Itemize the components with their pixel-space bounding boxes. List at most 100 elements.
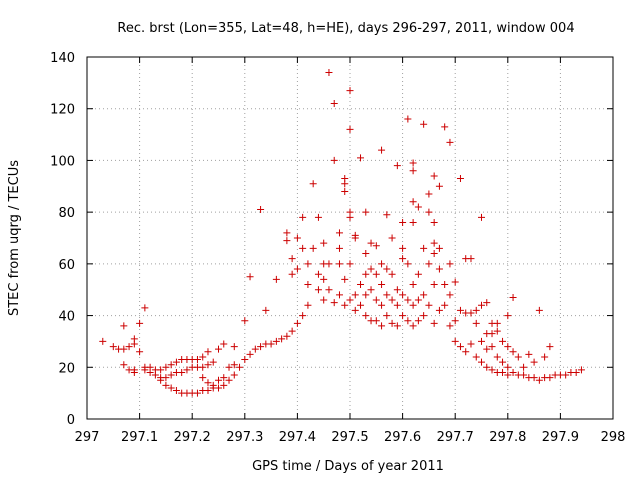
data-point <box>520 371 528 379</box>
data-point <box>562 371 570 379</box>
data-point <box>209 381 217 389</box>
data-point <box>509 293 517 301</box>
data-point <box>330 100 338 108</box>
data-point <box>357 281 365 289</box>
data-point <box>488 343 496 351</box>
data-point <box>399 291 407 299</box>
data-point <box>483 345 491 353</box>
data-point <box>172 387 180 395</box>
data-point <box>362 312 370 320</box>
data-point <box>435 265 443 273</box>
data-point <box>409 301 417 309</box>
data-point <box>146 368 154 376</box>
x-tick-label: 297.1 <box>121 430 158 445</box>
data-point <box>346 125 354 133</box>
x-tick-label: 297.5 <box>331 430 368 445</box>
data-point <box>178 368 186 376</box>
data-point <box>577 366 585 374</box>
data-point <box>130 368 138 376</box>
data-point <box>325 260 333 268</box>
data-point <box>378 146 386 154</box>
data-point <box>330 299 338 307</box>
data-point <box>199 374 207 382</box>
data-point <box>393 162 401 170</box>
y-tick-label: 60 <box>58 258 75 273</box>
y-tick-label: 20 <box>58 361 75 376</box>
data-point <box>162 363 170 371</box>
data-point <box>130 335 138 343</box>
data-point <box>215 345 222 353</box>
data-point <box>404 115 412 123</box>
data-point <box>372 296 380 304</box>
data-point <box>451 317 459 325</box>
data-point <box>451 337 459 345</box>
data-points <box>99 69 585 397</box>
data-point <box>241 356 249 364</box>
data-point <box>314 286 322 294</box>
data-point <box>335 229 343 237</box>
data-point <box>499 358 507 366</box>
data-point <box>514 353 522 361</box>
data-point <box>409 281 417 289</box>
data-point <box>441 301 449 309</box>
data-point <box>378 322 386 330</box>
data-point <box>493 319 501 327</box>
data-point <box>215 376 222 384</box>
data-point <box>183 366 191 374</box>
data-point <box>267 340 275 348</box>
data-point <box>225 363 233 371</box>
data-point <box>120 361 128 369</box>
data-point <box>414 270 422 278</box>
data-point <box>546 343 554 351</box>
chart-title: Rec. brst (Lon=355, Lat=48, h=HE), days … <box>117 21 574 36</box>
data-point <box>309 244 317 252</box>
data-point <box>357 301 365 309</box>
data-point <box>414 296 422 304</box>
data-point <box>257 343 265 351</box>
data-point <box>330 156 338 164</box>
data-point <box>367 286 375 294</box>
data-point <box>341 301 349 309</box>
data-point <box>472 306 480 314</box>
data-point <box>288 255 296 263</box>
x-axis-label: GPS time / Days of year 2011 <box>252 459 444 474</box>
data-point <box>399 312 407 320</box>
data-point <box>199 363 207 371</box>
data-point <box>467 340 475 348</box>
y-tick-label: 0 <box>67 413 75 428</box>
data-point <box>404 317 412 325</box>
data-point <box>420 120 428 128</box>
data-point <box>451 278 459 286</box>
y-tick-label: 140 <box>50 51 75 66</box>
data-point <box>172 358 180 366</box>
data-point <box>262 306 270 314</box>
data-point <box>246 273 254 281</box>
data-point <box>383 265 391 273</box>
data-point <box>351 306 359 314</box>
data-point <box>215 384 222 392</box>
data-point <box>325 286 333 294</box>
data-point <box>509 368 517 376</box>
data-point <box>425 190 433 198</box>
data-point <box>141 366 149 374</box>
data-point <box>293 234 301 242</box>
x-tick-label: 297.8 <box>489 430 526 445</box>
data-point <box>204 348 212 356</box>
data-point <box>304 281 312 289</box>
data-point <box>446 322 454 330</box>
data-point <box>220 381 228 389</box>
data-point <box>467 309 475 317</box>
data-point <box>409 218 417 226</box>
data-point <box>499 337 507 345</box>
data-point <box>504 363 512 371</box>
data-point <box>430 319 438 327</box>
data-point <box>535 306 543 314</box>
y-tick-label: 40 <box>58 310 75 325</box>
data-point <box>230 361 238 369</box>
data-point <box>251 345 259 353</box>
data-point <box>162 381 170 389</box>
data-point <box>520 363 528 371</box>
data-point <box>435 306 443 314</box>
data-point <box>372 317 380 325</box>
